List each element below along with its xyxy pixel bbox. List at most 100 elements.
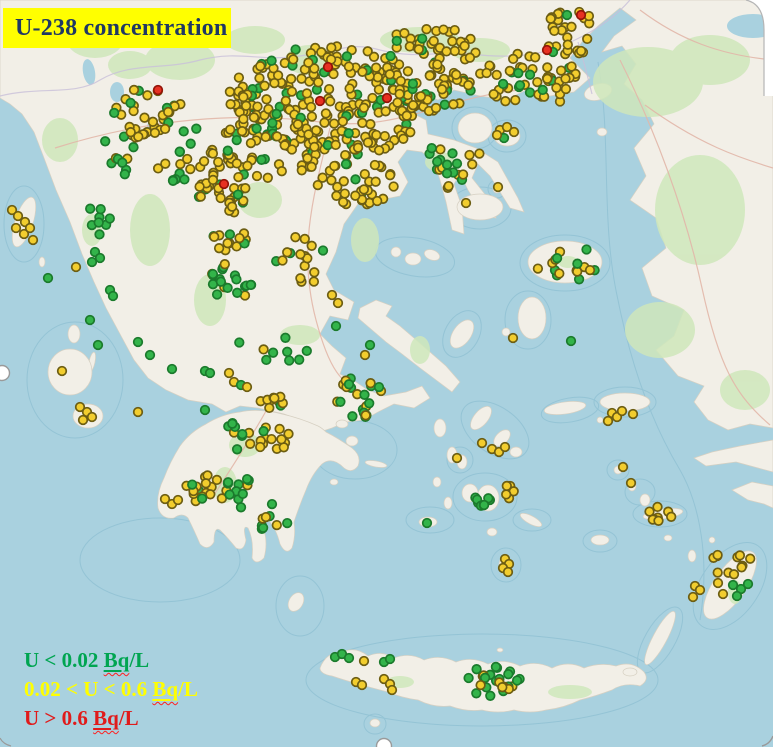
sample-dot-g [179,174,190,185]
sample-dot-y [296,165,307,176]
legend: U < 0.02 Bq/L 0.02 < U < 0.6 Bq/L U > 0.… [24,646,198,733]
sample-dot-y [625,477,637,489]
selection-handle[interactable] [375,737,393,747]
sample-dot-y [510,94,521,106]
sample-dot-y [326,42,337,53]
sample-dot-g [284,355,295,366]
sample-dot-y [532,263,544,274]
sample-dot-g [432,156,443,167]
legend-text: U > 0.6 [24,706,94,730]
sample-dot-y [401,110,412,121]
sample-dot-y [338,176,349,187]
sample-dot-y [424,70,435,81]
sample-dot-y [542,73,553,84]
sample-dot-g [271,108,282,120]
sample-dot-y [326,289,338,301]
sample-dot-y [413,44,424,55]
sample-dot-y [405,127,416,138]
sample-dot-g [479,672,491,683]
sample-dot-g [232,189,244,200]
sample-dot-y [280,95,291,107]
sample-dot-y [286,144,298,155]
sample-dot-y [450,69,462,80]
sample-dot-g [478,499,490,511]
sample-dot-y [380,106,391,117]
sample-dot-y [344,83,355,94]
sample-dot-y [259,80,270,91]
sample-dot-y [488,89,499,100]
sample-dot-y [241,381,253,393]
sample-dot-y [532,76,543,88]
sample-dot-y [276,434,287,445]
sample-dot-g [86,256,98,268]
sample-dot-y [388,181,399,192]
sample-dot-y [358,655,370,667]
sample-dot-r [152,84,164,96]
sample-dot-r [314,95,326,107]
sample-dot-y [463,80,474,91]
sample-dot-r [322,61,334,73]
sample-dot-y [728,569,740,580]
sample-dot-y [251,170,263,182]
sample-dot-y [435,144,446,155]
sample-dot-g [199,404,211,416]
sample-dot-y [215,192,226,204]
sample-dot-y [352,142,364,153]
sample-dot-g [166,363,178,375]
sample-dot-y [712,567,723,578]
sample-dot-g [561,9,573,21]
sample-dot-y [207,174,219,186]
sample-dot-g [117,157,128,168]
sample-dot-y [415,91,427,102]
sample-dot-y [163,106,174,118]
sample-dot-y [497,682,508,693]
sample-dot-g [727,579,739,591]
legend-text: U < 0.02 [24,648,104,672]
sample-dot-g [107,290,119,302]
sample-dot-y [644,506,655,517]
sample-dot-y [343,61,355,72]
sample-dot-y [295,273,306,284]
sample-dot-g [84,314,96,326]
selection-handles[interactable] [0,364,393,747]
sample-dot-g [251,123,262,134]
sample-dot-y [213,243,225,254]
sample-dot-y [271,131,283,142]
sample-dot-y [474,148,485,159]
sample-dot-y [24,222,36,234]
land-euboea [357,299,461,393]
sample-dot-y [687,591,699,603]
sample-dot-y [260,131,271,143]
sample-dot-y [448,99,459,110]
sample-dot-y [449,24,460,36]
sample-dot-y [616,405,628,417]
sample-dot-y [159,493,171,505]
selection-handle[interactable] [0,364,11,382]
sample-dot-y [694,584,706,596]
sample-dot-y [274,423,285,435]
sample-dot-y [328,68,339,80]
sample-dot-y [194,181,205,192]
sample-dot-y [27,234,39,246]
sample-dot-g [187,479,198,490]
sample-dot-y [337,116,348,127]
sample-dot-y [10,222,22,234]
sample-dot-g [94,252,106,264]
sample-dot-g [245,279,256,291]
sample-dot-y [283,428,294,440]
sample-dot-y [152,163,164,174]
sample-dot-y [288,54,299,65]
sample-dot-y [254,72,265,84]
sample-dot-g [196,493,208,504]
sample-dot-y [301,88,313,99]
sample-dot-g [421,517,433,529]
sample-dot-y [554,268,565,279]
sample-dot-y [182,153,193,165]
sample-dot-y [264,402,275,414]
sample-dot-y [504,65,515,77]
sample-dot-y [271,519,282,531]
sample-dot-g [174,146,185,157]
